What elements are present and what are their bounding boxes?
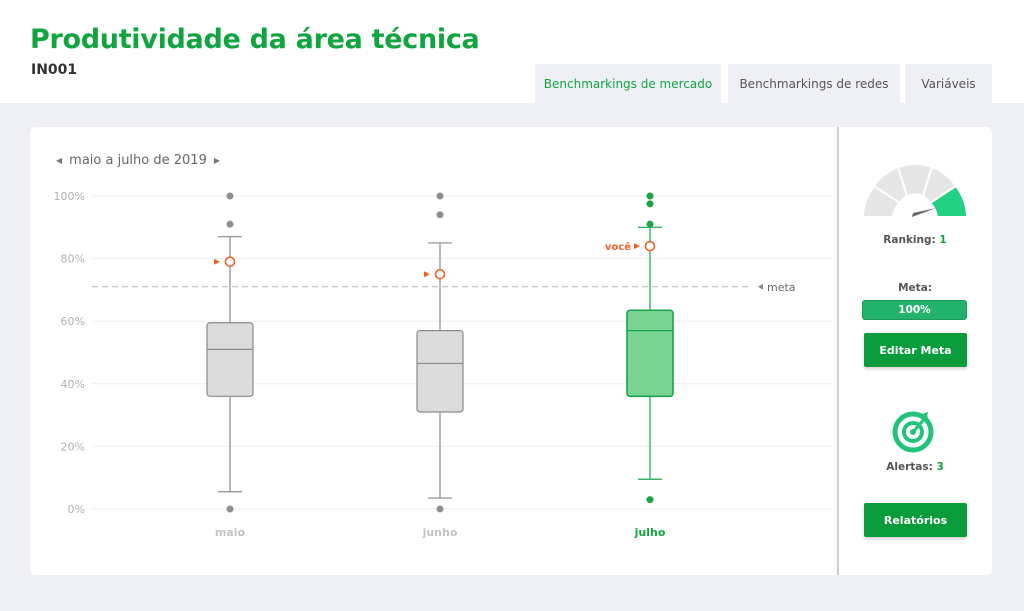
- outlier-point: [436, 192, 444, 200]
- box-group-maio: maio: [206, 192, 254, 539]
- x-tick-label: maio: [215, 526, 246, 539]
- outlier-point: [646, 220, 654, 228]
- meta-arrow-icon: [758, 283, 763, 290]
- ranking-label: Ranking:: [883, 234, 936, 246]
- ranking-value: 1: [939, 234, 947, 246]
- box-group-junho: junho: [416, 192, 464, 539]
- you-marker: [434, 268, 446, 280]
- outlier-point: [436, 505, 444, 513]
- you-arrow-icon: [634, 243, 640, 250]
- box-group-julho: você julho: [605, 192, 674, 539]
- card-divider: [837, 127, 839, 575]
- x-tick-label: junho: [422, 526, 458, 539]
- box-iqr: [206, 322, 254, 397]
- you-arrow-icon: [424, 271, 430, 278]
- period-label: maio a julho de 2019: [69, 153, 207, 168]
- you-arrow-icon: [214, 258, 220, 265]
- tab-variaveis[interactable]: Variáveis: [905, 64, 992, 103]
- outlier-point: [646, 496, 654, 504]
- target-icon: [892, 411, 934, 453]
- y-tick-label: 40%: [61, 378, 85, 391]
- y-tick-label: 80%: [61, 253, 85, 266]
- x-tick-label: julho: [634, 526, 666, 539]
- you-marker: [224, 256, 236, 268]
- page-title: Produtividade da área técnica: [30, 24, 480, 55]
- y-tick-label: 0%: [68, 503, 85, 516]
- you-label: você: [605, 241, 631, 253]
- y-tick-label: 20%: [61, 440, 85, 453]
- outlier-point: [226, 192, 234, 200]
- reports-button[interactable]: Relatórios: [864, 503, 967, 537]
- box-plot-chart: 0% 20% 40% 60% 80% 100% meta maio junho você julho: [54, 190, 832, 539]
- y-tick-label: 60%: [61, 315, 85, 328]
- outlier-point: [646, 200, 654, 208]
- chart-card: [30, 127, 992, 575]
- tab-benchmarkings-redes[interactable]: Benchmarkings de redes: [728, 64, 900, 103]
- alerts-label: Alertas:: [886, 461, 933, 473]
- caret-left-icon[interactable]: ◀: [56, 156, 63, 165]
- meta-label: Meta:: [898, 282, 932, 294]
- outlier-point: [436, 211, 444, 219]
- period-selector: ◀ maio a julho de 2019 ▶: [56, 153, 220, 168]
- y-tick-label: 100%: [54, 190, 85, 203]
- meta-value-badge: 100%: [862, 300, 967, 320]
- you-marker: [644, 240, 656, 252]
- outlier-point: [646, 192, 654, 200]
- alerts-text: Alertas: 3: [838, 461, 992, 473]
- edit-meta-button[interactable]: Editar Meta: [864, 333, 967, 367]
- indicator-code: IN001: [31, 62, 78, 78]
- caret-right-icon[interactable]: ▶: [213, 156, 220, 165]
- outlier-point: [226, 220, 234, 228]
- tab-benchmarkings-mercado[interactable]: Benchmarkings de mercado: [535, 64, 721, 103]
- box-iqr: [626, 309, 674, 398]
- side-panel: Ranking: 1 Meta: 100% Editar Meta Alerta…: [838, 127, 992, 575]
- meta-label: meta: [767, 281, 796, 294]
- ranking-text: Ranking: 1: [838, 234, 992, 246]
- outlier-point: [226, 505, 234, 513]
- box-iqr: [416, 329, 464, 413]
- alerts-value: 3: [936, 461, 944, 473]
- ranking-gauge-icon: [861, 163, 969, 218]
